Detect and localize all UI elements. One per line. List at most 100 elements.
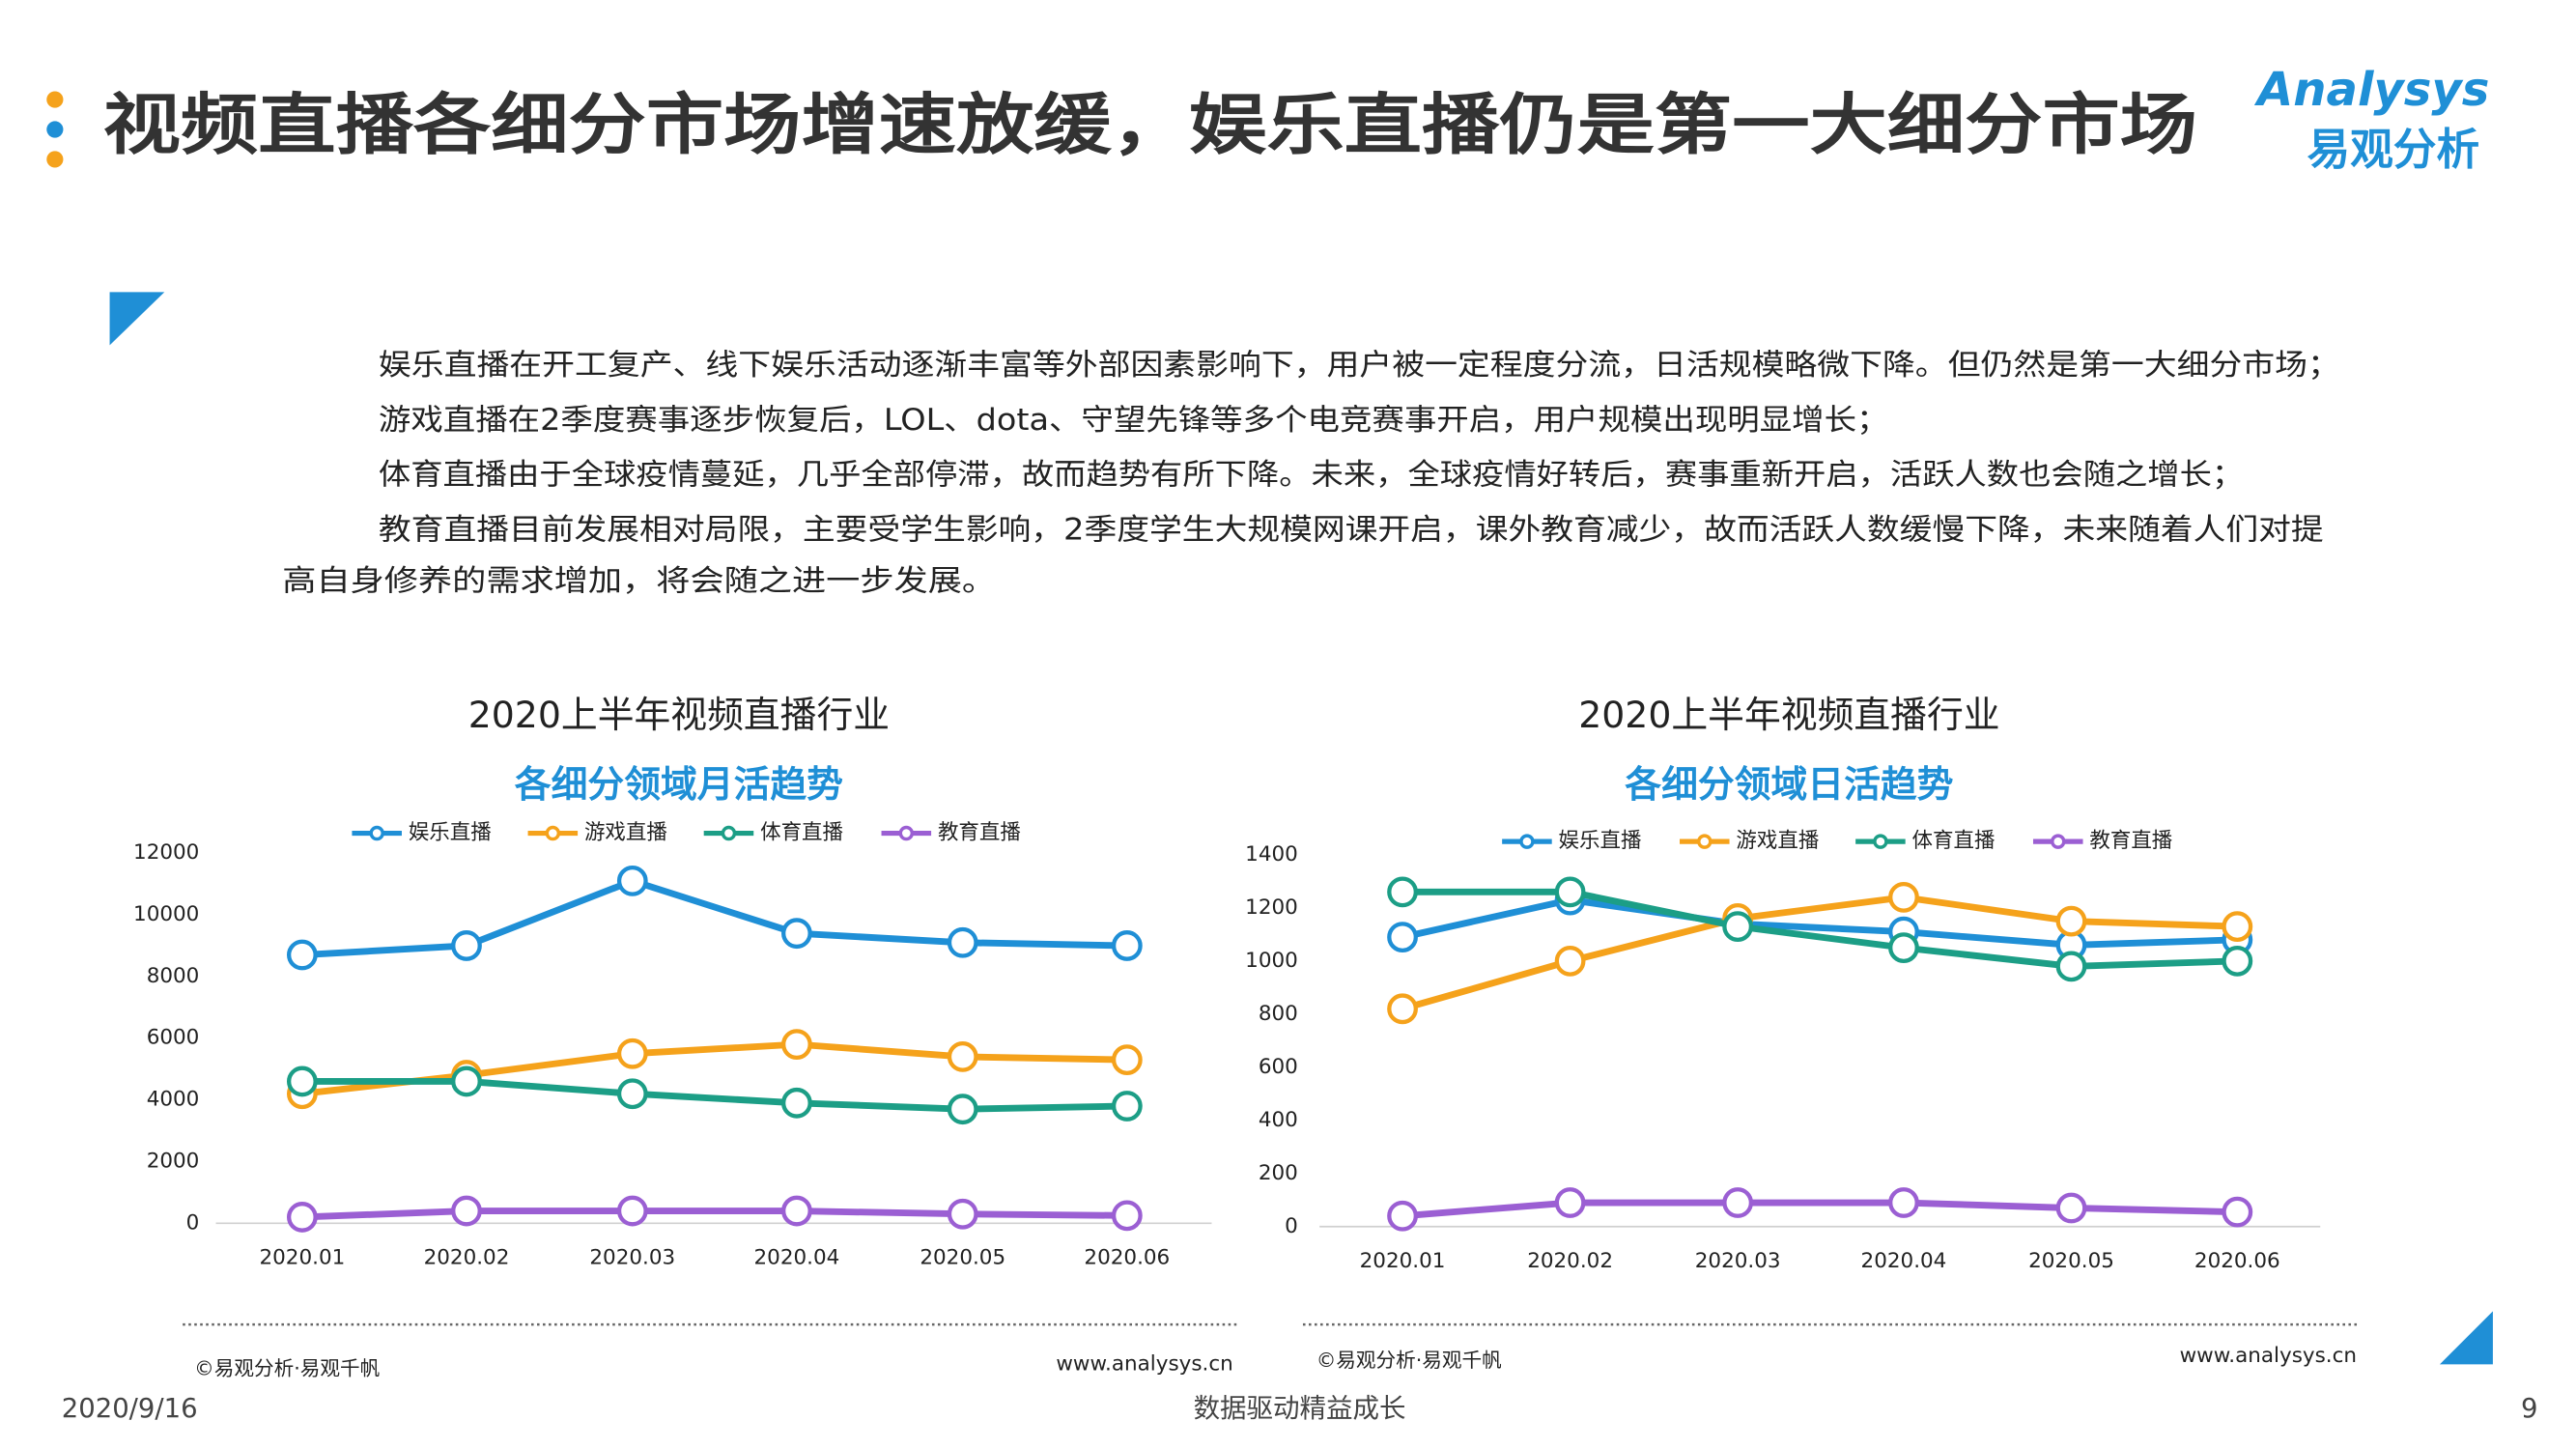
y-tick-label: 1000 [1245,949,1298,973]
legend-marker [1697,834,1713,849]
legend-marker [369,825,384,841]
legend-marker [898,825,915,841]
x-tick-label: 2020.03 [589,1245,675,1269]
y-tick-label: 200 [1259,1161,1298,1185]
data-point [1722,911,1754,943]
footer-date: 2020/9/16 [62,1393,198,1424]
legend-marker [1873,834,1888,849]
data-point [1387,993,1418,1025]
chart-website: www.analysys.cn [2180,1344,2357,1368]
body-text: 教育直播目前发展相对局限，主要受学生影响，2季度学生大规模网课开启，课外教育减少… [379,512,2324,547]
data-point [616,866,648,896]
x-tick-label: 2020.04 [754,1245,840,1269]
legend-label: 游戏直播 [1736,829,1819,853]
data-point [1387,1200,1418,1232]
y-tick-label: 1400 [1245,842,1298,867]
y-tick-label: 10000 [133,902,199,926]
legend-label: 体育直播 [760,821,843,845]
data-point [1111,1044,1143,1075]
data-point [286,1065,318,1097]
body-text: 高自身修养的需求增加，将会随之进一步发展。 [282,564,996,599]
data-point [1888,881,1919,913]
logo-en: Analysys [2253,63,2489,117]
x-tick-label: 2020.02 [424,1245,510,1269]
data-point [616,1195,648,1227]
x-tick-label: 2020.06 [1084,1245,1170,1269]
data-point [2055,905,2087,937]
chart-subtitle: 各细分领域月活趋势 [515,763,843,806]
data-point [451,1065,482,1097]
corner-triangle [109,292,165,346]
data-point [1554,945,1586,977]
data-point [947,1198,978,1230]
corner-triangle [2439,1311,2493,1365]
data-point [1111,1091,1143,1122]
series-line [1401,1199,2238,1220]
chart-website: www.analysys.cn [1056,1351,1232,1376]
y-tick-label: 400 [1259,1108,1298,1132]
data-point [781,1029,812,1061]
data-point [1554,876,1586,908]
data-point [947,1041,978,1072]
series-line [301,1078,1127,1113]
data-point [1888,932,1919,963]
series-line [1402,888,2238,970]
chart-title: 2020上半年视频直播行业 [468,694,890,736]
body-text: 游戏直播在2季度赛事逐步恢复后，LOL、dota、守望先锋等多个电竞赛事开启，用… [379,403,1889,438]
x-tick-label: 2020.02 [1527,1249,1613,1273]
data-point [1111,1200,1143,1232]
chart-title: 2020上半年视频直播行业 [1578,694,1999,736]
chart-subtitle: 各细分领域日活趋势 [1625,763,1953,806]
legend-label: 娱乐直播 [409,821,492,845]
footer-slogan: 数据驱动精益成长 [1194,1393,1406,1424]
data-point [1387,876,1418,908]
y-tick-label: 0 [186,1210,200,1235]
y-tick-label: 0 [1285,1214,1298,1238]
y-tick-label: 6000 [147,1026,200,1050]
legend-marker [721,825,737,841]
data-point [2055,1192,2087,1224]
legend-marker [545,825,561,841]
data-point [1111,930,1143,961]
page-title: 视频直播各细分市场增速放缓，娱乐直播仍是第一大细分市场 [103,87,2197,164]
data-point [2055,951,2087,982]
chart-source: ©易观分析·易观千帆 [194,1357,380,1380]
y-tick-label: 4000 [147,1088,200,1112]
title-dot [46,121,64,138]
series-line [1401,894,2238,1012]
data-point [451,930,482,961]
title-dot [46,151,64,168]
x-tick-label: 2020.05 [920,1245,1005,1269]
data-point [616,1037,648,1069]
legend-marker [2051,834,2066,849]
data-point [451,1195,482,1227]
data-point [947,926,978,958]
data-point [1387,922,1418,952]
series-line [1401,896,2238,949]
data-point [781,1087,812,1119]
y-tick-label: 8000 [147,964,200,988]
legend-label: 体育直播 [1912,829,1996,853]
x-tick-label: 2020.03 [1695,1249,1781,1273]
body-text: 娱乐直播在开工复产、线下娱乐活动逐渐丰富等外部因素影响下，用户被一定程度分流，日… [379,348,2340,383]
body-text: 体育直播由于全球疫情蔓延，几乎全部停滞，故而趋势有所下降。未来，全球疫情好转后，… [379,458,2244,493]
x-tick-label: 2020.06 [2194,1249,2280,1273]
data-point [781,918,812,950]
chart-source: ©易观分析·易观千帆 [1316,1349,1502,1372]
y-tick-label: 1200 [1245,895,1298,920]
legend-label: 教育直播 [938,821,1021,845]
data-point [286,939,318,971]
data-point [286,1202,318,1233]
logo-cn: 易观分析 [2307,125,2480,175]
y-tick-label: 800 [1259,1002,1298,1026]
data-point [947,1094,978,1125]
data-point [2222,945,2253,977]
y-tick-label: 600 [1259,1055,1298,1079]
legend-marker [1519,834,1535,849]
data-point [616,1078,648,1110]
series-line [301,1040,1127,1097]
page-number: 9 [2521,1393,2538,1424]
legend-label: 娱乐直播 [1559,829,1642,853]
title-dot [46,91,64,108]
